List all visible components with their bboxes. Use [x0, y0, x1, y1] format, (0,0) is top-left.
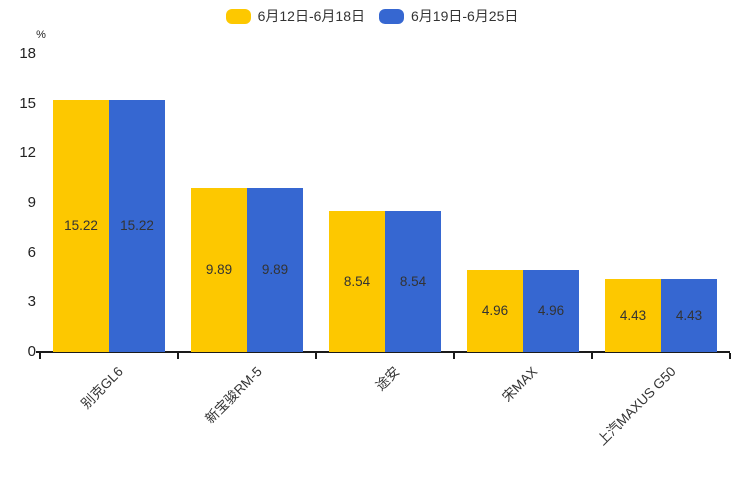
x-axis-tick-mark [591, 353, 593, 359]
bar-value-label: 8.54 [399, 273, 427, 289]
legend-item-week2[interactable]: 6月19日-6月25日 [379, 7, 518, 25]
bar-value-label: 4.43 [619, 307, 647, 323]
bar-week1[interactable] [605, 279, 661, 352]
x-axis-category-label: 宋MAX [499, 363, 541, 405]
x-axis-category-label: 途安 [372, 363, 403, 394]
y-axis-tick-label: 15 [19, 94, 36, 112]
legend: 6月12日-6月18日 6月19日-6月25日 [0, 7, 744, 25]
x-axis-tick-mark [315, 353, 317, 359]
x-axis-tick-mark [39, 353, 41, 359]
legend-swatch-week1-icon [225, 8, 251, 24]
bar-value-label: 15.22 [120, 218, 154, 233]
bar-week1[interactable] [467, 270, 523, 352]
y-axis-tick-label: 0 [27, 343, 36, 360]
legend-swatch-week2-icon [379, 8, 404, 24]
y-axis-tick-label: 6 [27, 243, 36, 261]
bar-week1[interactable] [329, 211, 385, 352]
bar-week2[interactable] [247, 188, 303, 352]
y-axis-tick-label: 9 [27, 194, 36, 211]
bar-week2[interactable] [661, 279, 717, 352]
x-axis-tick-mark [453, 353, 455, 359]
bar-value-label: 4.96 [537, 303, 565, 318]
bar-value-label: 9.89 [205, 262, 233, 277]
bar-week2[interactable] [109, 100, 165, 352]
x-axis-tick-mark [729, 353, 731, 359]
legend-label-week1: 6月12日-6月18日 [257, 8, 365, 24]
legend-label-week2: 6月19日-6月25日 [411, 8, 519, 24]
x-axis-category-label: 新宝骏RM-5 [201, 363, 265, 427]
bar-week2[interactable] [385, 211, 441, 352]
bar-value-label: 8.54 [343, 273, 371, 289]
bar-value-label: 4.96 [481, 303, 509, 318]
legend-item-week1[interactable]: 6月12日-6月18日 [225, 7, 365, 25]
x-axis-tick-mark [177, 353, 179, 359]
x-axis-category-label: 上汽MAXUS G50 [594, 363, 679, 449]
y-axis-unit-label: % [36, 29, 46, 41]
bar-week1[interactable] [191, 188, 247, 352]
y-axis-tick-label: 3 [27, 293, 36, 311]
y-axis-tick-label: 18 [19, 45, 36, 62]
bar-week1[interactable] [53, 100, 109, 352]
bar-value-label: 9.89 [261, 262, 289, 277]
bar-value-label: 15.22 [64, 218, 98, 233]
x-axis-category-label: 别克GL6 [78, 363, 127, 412]
x-axis-line [36, 351, 730, 353]
y-axis-tick-label: 12 [19, 144, 36, 162]
bar-value-label: 4.43 [675, 307, 703, 323]
bar-week2[interactable] [523, 270, 579, 352]
